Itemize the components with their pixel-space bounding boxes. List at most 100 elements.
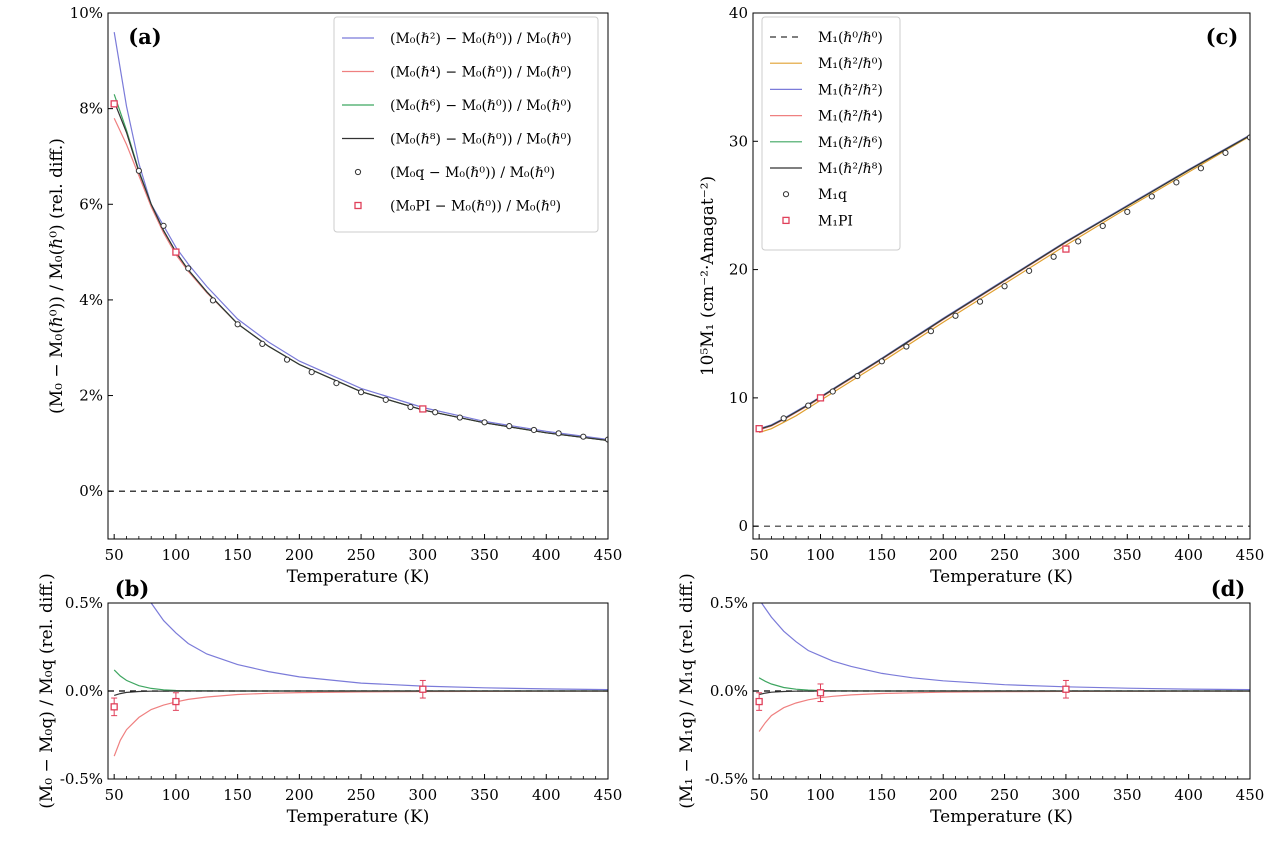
legend-label-6: M₁(ℏ²/ℏ⁸) <box>818 161 883 177</box>
data-point <box>805 402 812 409</box>
x-tick-label: 100 <box>806 786 835 804</box>
x-tick-label: 450 <box>1236 546 1265 564</box>
x-tick-label: 250 <box>990 786 1019 804</box>
plot-area <box>753 134 1250 527</box>
data-point <box>135 167 142 174</box>
data-point <box>308 369 315 376</box>
panel-tag: (b) <box>115 576 150 601</box>
chart-panel-4: 50 100 150 200 250 300 350 400 450 -0.5% 0.0% 0.5% T… <box>677 573 1264 827</box>
plot-area <box>110 603 608 757</box>
data-point <box>407 403 414 411</box>
x-tick-label: 200 <box>929 546 958 564</box>
x-tick-label: 300 <box>408 546 437 564</box>
y-tick-label: 0.5% <box>710 594 748 612</box>
data-point <box>555 430 562 437</box>
y-tick-label: 10% <box>70 4 103 22</box>
x-tick-label: 100 <box>162 546 191 564</box>
x-tick-label: 200 <box>285 546 314 564</box>
plot-area <box>110 32 608 443</box>
chart-panel-2: 50 100 150 200 250 300 350 400 450 -0.5% 0.0% 0.5% T… <box>37 573 622 827</box>
x-tick-label: 200 <box>285 786 314 804</box>
data-point <box>1222 149 1229 156</box>
chart-panel-3: 50 100 150 200 250 300 350 400 450 0 10 20 30 40 Tempe… <box>698 4 1264 587</box>
data-point <box>530 426 538 434</box>
y-tick-label: 0.0% <box>710 682 748 700</box>
x-tick-label: 150 <box>223 786 252 804</box>
data-point <box>456 414 463 421</box>
y-axis-label: (M₀ − M₀q) / M₀q (rel. diff.) <box>37 573 57 809</box>
series-line-2 <box>113 690 608 757</box>
data-point <box>1050 253 1057 260</box>
x-tick-label: 250 <box>347 786 376 804</box>
legend-label-5: (M₀q − M₀(ℏ⁰)) / M₀(ℏ⁰) <box>390 165 555 181</box>
y-tick-label: 30 <box>729 132 748 150</box>
y-tick-label: 20 <box>729 261 748 279</box>
data-point-square <box>419 405 427 413</box>
data-point <box>952 312 959 319</box>
x-tick-label: 450 <box>1236 786 1265 804</box>
legend-label-3: M₁(ℏ²/ℏ²) <box>818 82 883 98</box>
x-tick-label: 300 <box>1052 546 1081 564</box>
legend-label-2: M₁(ℏ²/ℏ⁰) <box>818 56 883 72</box>
x-tick-label: 450 <box>594 786 623 804</box>
series-line-1 <box>113 32 608 441</box>
y-axis-label: 10⁵M₁ (cm⁻²·Amagat⁻²) <box>698 176 718 376</box>
y-tick-label: -0.5% <box>60 770 103 788</box>
x-tick-label: 250 <box>990 546 1019 564</box>
axes-frame <box>752 12 1251 540</box>
legend-marker <box>782 216 790 225</box>
x-tick-label: 150 <box>223 546 252 564</box>
series-line-1 <box>150 603 608 691</box>
data-point <box>1124 208 1131 215</box>
x-tick-label: 400 <box>1174 786 1203 804</box>
data-point <box>878 358 885 365</box>
y-tick-label: 0.5% <box>65 594 103 612</box>
data-point <box>903 343 910 350</box>
data-point <box>481 419 488 426</box>
x-tick-label: 450 <box>594 546 623 564</box>
x-axis-label: Temperature (K) <box>287 807 430 827</box>
chart-panel-1: 50 100 150 200 250 300 350 400 450 0% 2% 4% 6% 8% 10% T… <box>47 4 622 587</box>
legend-label-8: M₁PI <box>818 213 853 229</box>
data-point <box>506 423 513 430</box>
y-axis-label: (M₁ − M₁q) / M₁q (rel. diff.) <box>677 573 697 809</box>
legend-label-4: M₁(ℏ²/ℏ⁴) <box>818 109 883 125</box>
series-line-3 <box>113 669 608 692</box>
panel-tag: (a) <box>128 24 161 49</box>
y-tick-label: 8% <box>79 100 103 118</box>
x-axis-label: Temperature (K) <box>930 807 1073 827</box>
legend-box <box>333 16 599 233</box>
x-tick-label: 350 <box>470 546 499 564</box>
panel-tag: (d) <box>1211 576 1246 601</box>
y-tick-label: 0 <box>738 517 748 535</box>
x-tick-label: 50 <box>750 786 769 804</box>
data-point <box>1246 134 1250 141</box>
data-point <box>1197 165 1205 172</box>
plot-area <box>755 603 1250 732</box>
x-tick-label: 50 <box>105 546 124 564</box>
x-tick-label: 300 <box>1052 786 1081 804</box>
x-tick-label: 400 <box>1174 546 1203 564</box>
axes-frame <box>107 12 609 540</box>
x-tick-label: 200 <box>929 786 958 804</box>
data-point-square <box>1062 685 1070 693</box>
y-tick-label: 6% <box>79 195 103 213</box>
data-point <box>234 321 241 328</box>
series-line-4 <box>758 690 1250 696</box>
data-point <box>829 388 836 395</box>
data-point <box>185 265 192 272</box>
data-point <box>854 372 861 380</box>
data-point-square <box>419 685 427 693</box>
x-tick-label: 150 <box>868 786 897 804</box>
series-line-2 <box>758 690 1250 732</box>
y-axis-label: (M₀ − M₀(ℏ⁰)) / M₀(ℏ⁰) (rel. diff.) <box>47 138 67 414</box>
data-point <box>927 328 935 335</box>
data-point <box>283 356 291 363</box>
data-point <box>1099 222 1106 230</box>
data-point-square <box>172 248 180 256</box>
legend-label-5: M₁(ℏ²/ℏ⁶) <box>818 135 883 151</box>
data-point <box>382 396 389 403</box>
legend-label-3: (M₀(ℏ⁶) − M₀(ℏ⁰)) / M₀(ℏ⁰) <box>390 98 572 114</box>
series-line-4 <box>114 690 608 696</box>
